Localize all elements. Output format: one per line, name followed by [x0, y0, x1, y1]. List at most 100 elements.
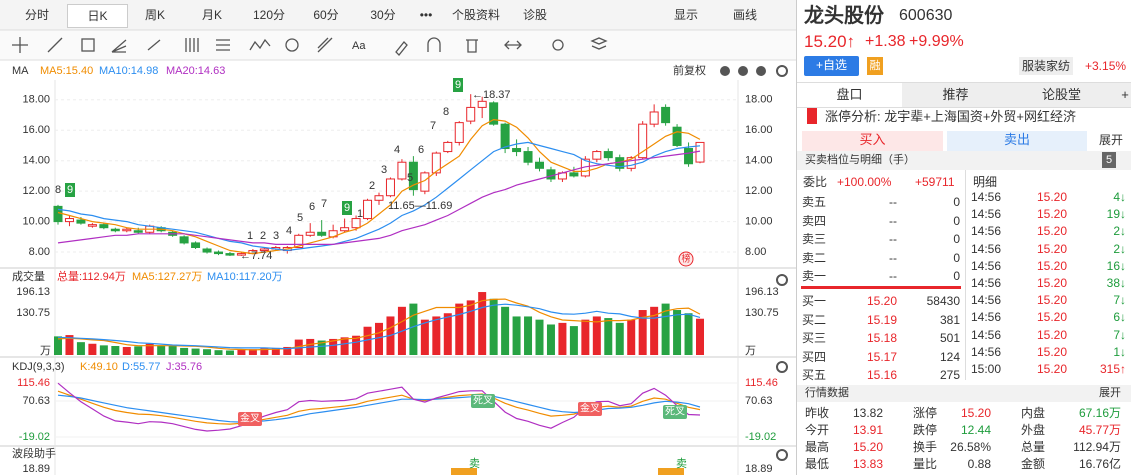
- candle-body: [351, 218, 361, 229]
- signal-box: [238, 412, 262, 426]
- change: +1.38: [865, 33, 906, 50]
- candle-body: [305, 231, 315, 236]
- volume-bar: [592, 316, 601, 355]
- panel-controls[interactable]: [720, 65, 788, 461]
- period-tab[interactable]: 分时: [24, 8, 49, 22]
- kdj-signal: 金叉: [580, 402, 600, 415]
- kdj-line: [57, 390, 701, 425]
- volume-bar: [294, 339, 303, 355]
- ma-line: [57, 118, 701, 255]
- ratio-diff: +59711: [915, 175, 955, 189]
- volume-bar: [455, 303, 464, 355]
- candle-body: [99, 224, 109, 229]
- quote-tab[interactable]: 论股堂: [1041, 87, 1081, 102]
- draw-menu[interactable]: 画线: [733, 8, 758, 22]
- stat-label: 最高: [805, 440, 830, 454]
- quote-tab[interactable]: +: [1121, 87, 1129, 102]
- asks-cell: 卖一: [802, 269, 827, 283]
- period-tab[interactable]: 60分: [313, 8, 339, 22]
- volume-bar: [650, 306, 659, 355]
- y-tick-label-right: 16.00: [745, 124, 773, 136]
- signal-box: [578, 402, 602, 416]
- kdj-signal: 死叉: [473, 395, 493, 407]
- period-tab[interactable]: 诊股: [522, 8, 547, 22]
- asks-cell: 0: [953, 250, 960, 265]
- stat-label: 外盘: [1021, 423, 1046, 437]
- asks-cell: 0: [953, 269, 960, 283]
- display-menu[interactable]: 显示: [674, 8, 699, 22]
- quote-tab[interactable]: 推荐: [942, 87, 969, 102]
- candle-body: [489, 102, 499, 125]
- period-tab[interactable]: 个股资料: [451, 8, 500, 22]
- stat-value: 26.58%: [950, 440, 991, 454]
- candle-body: [397, 161, 407, 180]
- tick-cell: 14:56: [971, 327, 1002, 342]
- td-label: 1: [357, 208, 363, 220]
- unit-label: 万: [40, 345, 51, 357]
- candle-body: [661, 106, 671, 124]
- stat-label: 换手: [913, 440, 938, 454]
- quote-tab[interactable]: 盘口: [797, 83, 902, 107]
- volume-bar: [260, 348, 269, 355]
- volume-bar: [684, 313, 693, 355]
- candle-body: [500, 123, 510, 150]
- period-tab[interactable]: •••: [419, 8, 433, 22]
- candle-body: [649, 111, 659, 125]
- candle-body: [684, 148, 694, 165]
- volume-bar: [157, 345, 166, 355]
- period-tab[interactable]: 30分: [370, 8, 396, 22]
- sell-button[interactable]: 卖出: [947, 131, 1087, 151]
- candle-body: [259, 248, 269, 252]
- expand-trade[interactable]: 展开: [1099, 133, 1124, 147]
- tick-cell: 16↓: [1106, 258, 1126, 273]
- period-tab[interactable]: 月K: [201, 8, 222, 22]
- buy-button[interactable]: 买入: [802, 131, 943, 151]
- bids-cell: 15.18: [867, 331, 898, 345]
- period-tab[interactable]: 120分: [252, 8, 286, 22]
- stat-label: 昨收: [805, 406, 830, 420]
- volume-bar: [432, 316, 441, 355]
- period-tab[interactable]: 日K: [67, 4, 128, 28]
- detail-label: 明细: [973, 175, 998, 189]
- tick-cell: 14:56: [971, 207, 1002, 222]
- legend-entry: MA5:15.40: [40, 65, 93, 77]
- band-signal: 卖: [676, 457, 687, 470]
- tick-cell: 15.20: [1037, 310, 1068, 325]
- candle-body: [53, 205, 63, 223]
- tick-cell: 14:56: [971, 241, 1002, 256]
- volume-bar: [214, 350, 223, 355]
- period-tab[interactable]: 周K: [144, 8, 165, 22]
- candle-body: [76, 219, 86, 224]
- volume-bar: [524, 316, 533, 355]
- candle-body: [431, 152, 441, 174]
- book-depth[interactable]: 5: [1102, 152, 1116, 168]
- y-tick-label-right: 8.00: [745, 246, 766, 258]
- td-label: 2: [369, 180, 375, 192]
- candle-body: [87, 224, 97, 227]
- tab-bar: [0, 0, 796, 30]
- draw-tools[interactable]: Aa: [12, 37, 608, 56]
- y-tick-label: 70.63: [22, 395, 50, 407]
- tick-cell: 15.20: [1037, 327, 1068, 342]
- limit-up-analysis[interactable]: 涨停分析: 龙宇辈+上海国资+外贸+网红经济: [825, 109, 1076, 124]
- stat-label: 内盘: [1021, 406, 1046, 420]
- stat-value: 13.82: [852, 406, 883, 420]
- stat-label: 涨停: [913, 406, 938, 420]
- market-expand[interactable]: 展开: [1099, 387, 1121, 399]
- quote-tabs: 盘口 推荐 论股堂 +: [797, 82, 1131, 108]
- add-watchlist[interactable]: +自选: [804, 56, 859, 76]
- asks-cell: 0: [953, 195, 960, 209]
- y-tick-label-right: 130.75: [745, 307, 779, 319]
- td-label: 5: [407, 172, 413, 184]
- volume-bar: [88, 343, 97, 355]
- y-tick-label: -19.02: [19, 431, 50, 443]
- candle-body: [477, 100, 487, 108]
- industry[interactable]: 服装家纺: [1019, 57, 1074, 75]
- volume-bar: [363, 326, 372, 355]
- candle-body: [179, 236, 189, 244]
- stat-value: 45.77万: [1078, 423, 1121, 437]
- adjust-mode[interactable]: 前复权: [673, 63, 706, 77]
- volume-bar: [122, 346, 131, 355]
- stat-value: 0.88: [967, 457, 991, 471]
